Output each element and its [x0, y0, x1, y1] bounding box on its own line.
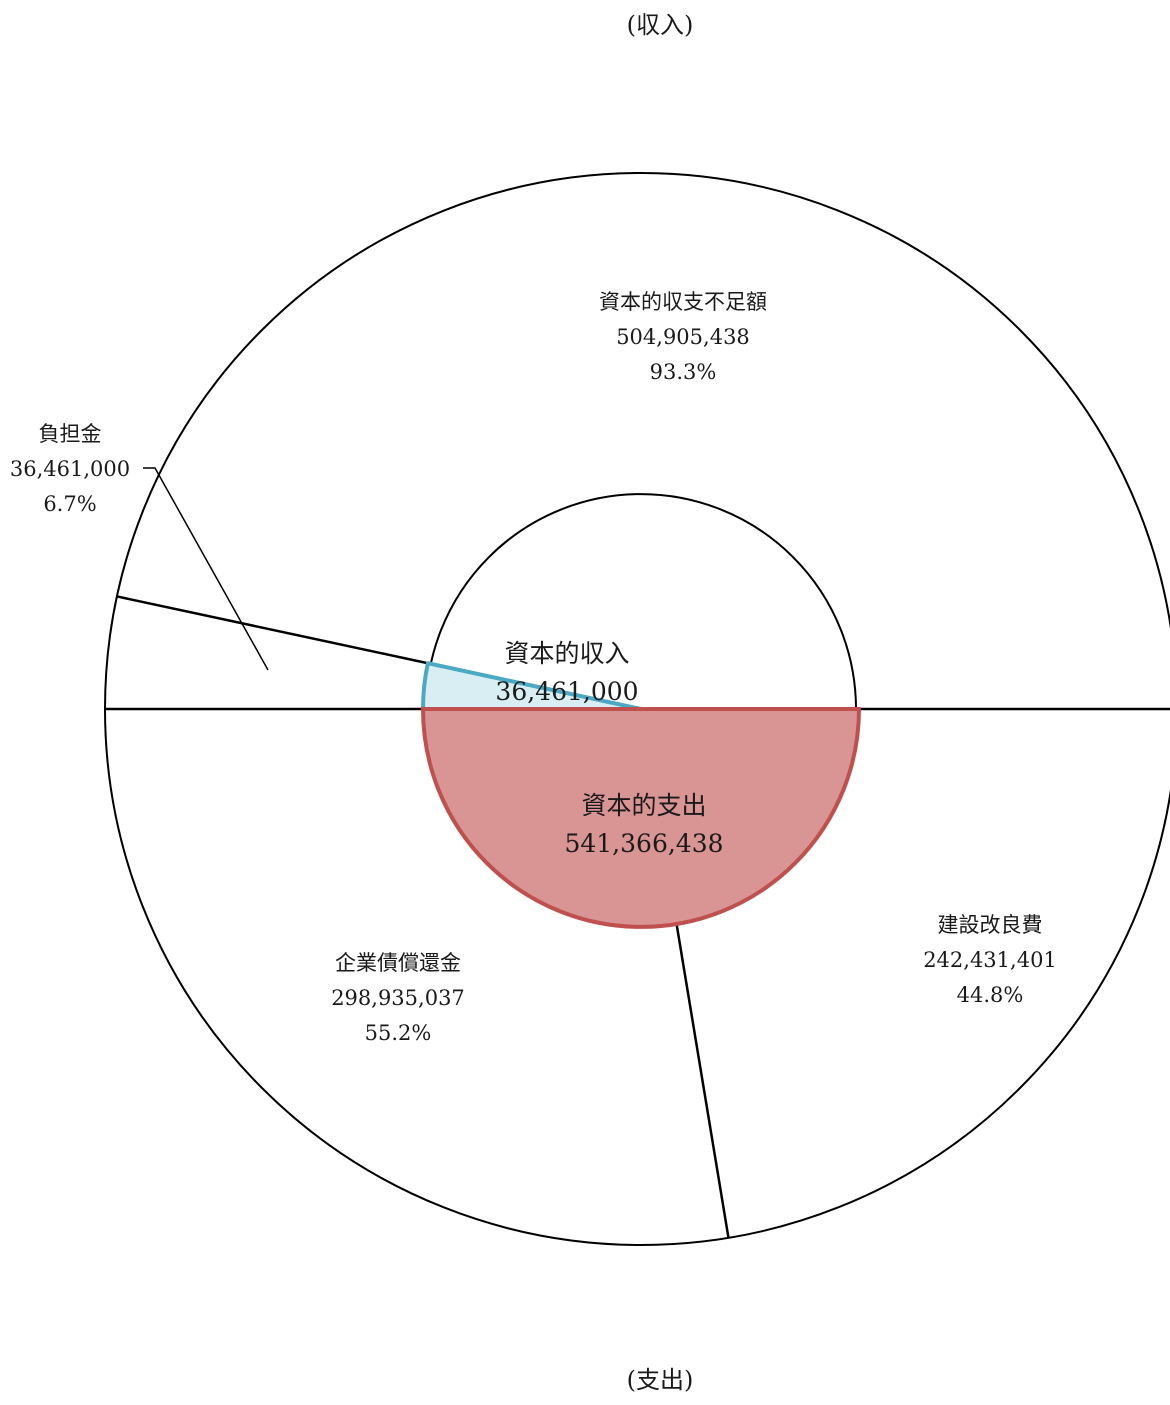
slice-label-construction: 建設改良費 242,431,401 44.8% — [923, 913, 1057, 1007]
inner-expense-label: 資本的支出 541,366,438 — [564, 791, 723, 858]
inner-income-label: 資本的収入 36,461,000 — [495, 639, 638, 706]
inner-income-label-value: 36,461,000 — [495, 677, 638, 706]
burden-leader-line — [143, 467, 269, 671]
inner-expense-slice — [420, 707, 862, 929]
divider-expense-slices — [674, 920, 730, 1239]
slice-label-burden-value: 36,461,000 — [10, 457, 130, 481]
inner-expense-label-name: 資本的支出 — [581, 791, 706, 820]
inner-expense-label-value: 541,366,438 — [564, 829, 723, 858]
slice-label-bond-repayment-percent: 55.2% — [365, 1021, 432, 1045]
slice-label-burden: 負担金 36,461,000 6.7% — [10, 422, 130, 516]
income-title: (収入) — [627, 11, 694, 39]
inner-income-label-name: 資本的収入 — [504, 639, 629, 668]
inner-upper-outline — [425, 493, 857, 710]
slice-label-construction-name: 建設改良費 — [938, 913, 1043, 937]
slice-label-deficit-percent: 93.3% — [650, 360, 717, 384]
slice-label-bond-repayment: 企業債償還金 298,935,037 55.2% — [331, 951, 465, 1045]
slice-label-deficit-name: 資本的収支不足額 — [599, 290, 767, 314]
slice-label-burden-percent: 6.7% — [43, 492, 96, 516]
slice-label-construction-value: 242,431,401 — [923, 948, 1057, 972]
slice-label-bond-repayment-name: 企業債償還金 — [335, 951, 461, 975]
divider-income-slices — [116, 595, 432, 666]
slice-label-deficit-value: 504,905,438 — [616, 325, 750, 349]
slice-label-bond-repayment-value: 298,935,037 — [331, 986, 465, 1010]
slice-label-burden-name: 負担金 — [39, 422, 102, 446]
slice-label-deficit: 資本的収支不足額 504,905,438 93.3% — [599, 290, 767, 384]
slice-label-construction-percent: 44.8% — [957, 983, 1024, 1007]
expense-title: (支出) — [627, 1366, 694, 1394]
